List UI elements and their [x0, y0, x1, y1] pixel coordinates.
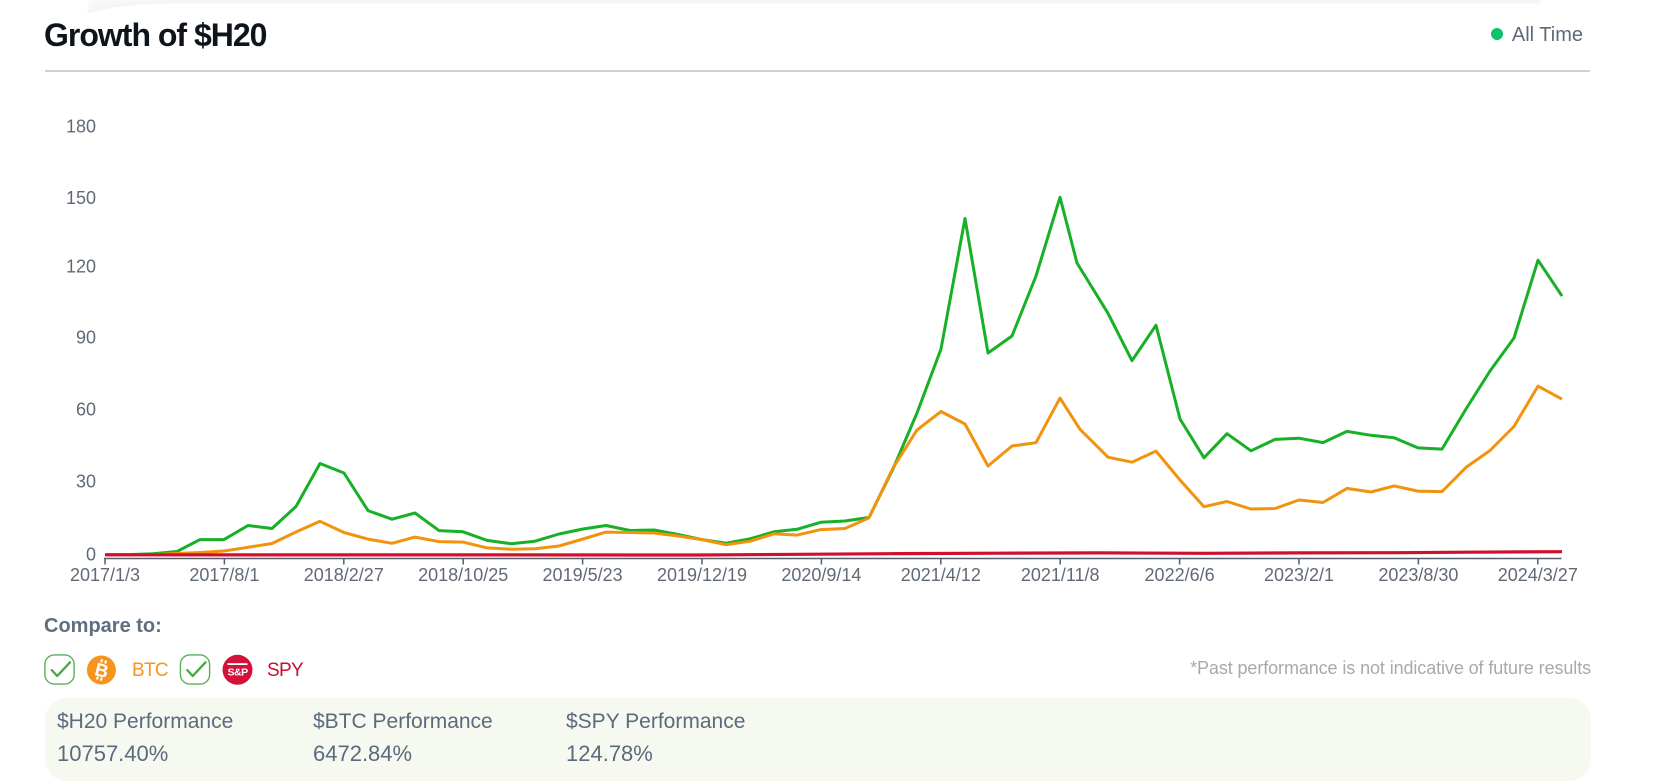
- svg-text:180: 180: [66, 117, 96, 137]
- svg-text:30: 30: [76, 472, 96, 492]
- svg-text:S&P: S&P: [228, 666, 249, 678]
- svg-text:2018/2/27: 2018/2/27: [304, 565, 384, 585]
- svg-text:2019/12/19: 2019/12/19: [657, 565, 747, 585]
- svg-text:2020/9/14: 2020/9/14: [781, 565, 861, 585]
- svg-text:2023/2/1: 2023/2/1: [1264, 565, 1334, 585]
- svg-text:2019/5/23: 2019/5/23: [543, 565, 623, 585]
- svg-text:2022/6/6: 2022/6/6: [1145, 565, 1215, 585]
- svg-text:0: 0: [86, 544, 96, 564]
- svg-text:2023/8/30: 2023/8/30: [1378, 565, 1458, 585]
- svg-text:60: 60: [76, 400, 96, 420]
- svg-text:2018/10/25: 2018/10/25: [418, 565, 508, 585]
- svg-text:90: 90: [76, 328, 96, 348]
- svg-text:2024/3/27: 2024/3/27: [1498, 565, 1578, 585]
- svg-text:150: 150: [66, 188, 96, 208]
- svg-text:2021/4/12: 2021/4/12: [901, 565, 981, 585]
- svg-text:2021/11/8: 2021/11/8: [1021, 565, 1100, 585]
- svg-text:2017/1/3: 2017/1/3: [70, 565, 140, 585]
- svg-text:2017/8/1: 2017/8/1: [189, 565, 259, 585]
- svg-text:120: 120: [66, 257, 96, 277]
- svg-text:B: B: [93, 658, 111, 682]
